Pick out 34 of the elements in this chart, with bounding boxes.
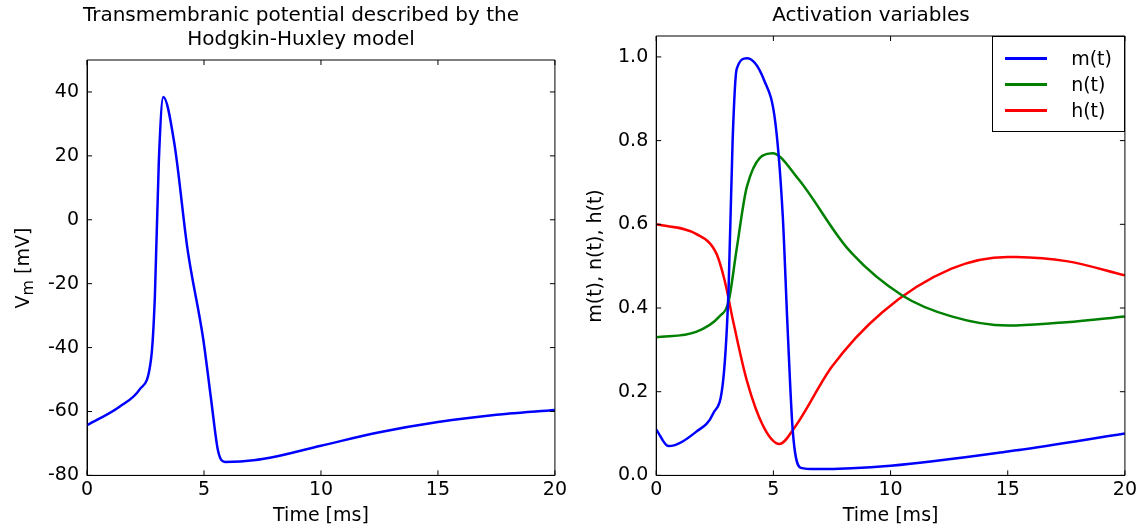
y-tick-label: 0 <box>66 206 80 229</box>
line-series <box>87 95 555 464</box>
x-tick-label: 5 <box>767 476 780 499</box>
legend-label: n(t) <box>1071 73 1106 95</box>
y-tick-label: -40 <box>47 334 80 357</box>
line-series <box>656 151 1125 339</box>
chart-title: Activation variables <box>772 2 970 27</box>
legend-label: h(t) <box>1071 99 1106 121</box>
x-tick-label: 15 <box>425 476 451 499</box>
y-tick-label: 0.2 <box>618 378 649 401</box>
x-axis-title: Time [ms] <box>841 502 939 525</box>
y-tick-label: 0.4 <box>618 294 649 317</box>
y-axis-title: m(t), n(t), h(t) <box>583 188 605 323</box>
legend-label: m(t) <box>1071 47 1112 69</box>
x-tick-label: 0 <box>650 476 663 499</box>
line-series <box>656 223 1125 446</box>
y-tick-label: 40 <box>54 78 80 101</box>
y-tick-label: -20 <box>47 270 80 293</box>
y-tick-label: 20 <box>54 142 80 165</box>
y-tick-label: 1.0 <box>618 43 649 66</box>
x-tick-label: 10 <box>308 476 334 499</box>
y-tick-label: 0.0 <box>618 462 649 485</box>
y-tick-label: -60 <box>47 398 80 421</box>
x-tick-label: 20 <box>1112 476 1138 499</box>
x-tick-label: 20 <box>542 476 568 499</box>
x-tick-label: 5 <box>197 476 211 499</box>
x-axis-title: Time [ms] <box>272 502 369 525</box>
x-tick-label: 0 <box>80 476 94 499</box>
y-tick-label: 0.8 <box>618 127 649 150</box>
x-tick-label: 15 <box>995 476 1020 499</box>
y-tick-label: 0.6 <box>618 211 649 234</box>
chart-title: Transmembranic potential described by the Hodgkin-Huxley model <box>81 2 520 51</box>
x-tick-label: 10 <box>878 476 903 499</box>
y-tick-label: -80 <box>47 462 80 485</box>
